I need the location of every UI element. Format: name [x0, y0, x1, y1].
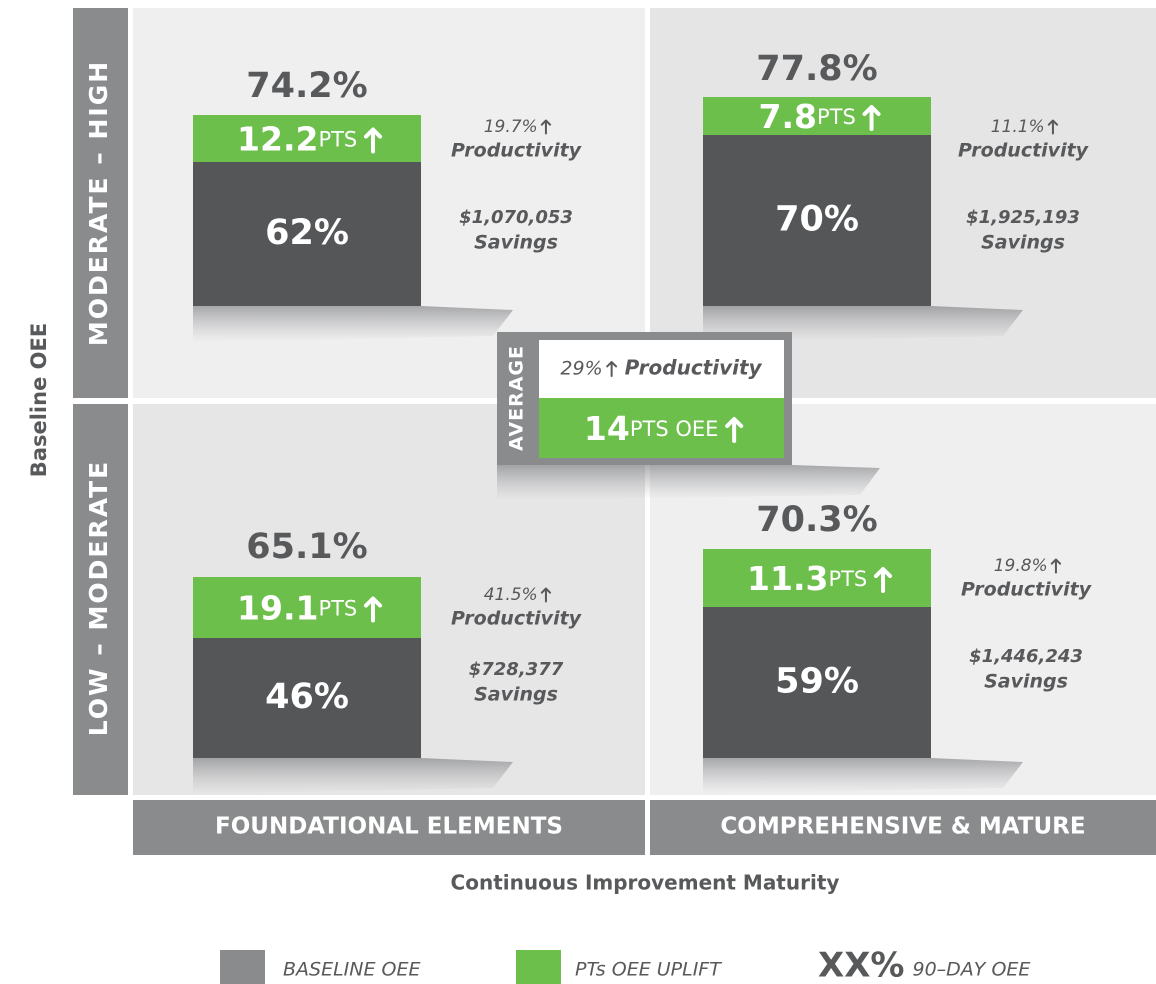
column-label: FOUNDATIONAL ELEMENTS: [215, 814, 563, 840]
productivity-value: 19.7%: [484, 117, 538, 137]
legend-swatch: [516, 950, 561, 984]
text-line: 11.3PTS: [747, 559, 867, 598]
uplift-value: 7.8: [759, 97, 817, 136]
text-line: 7.8PTS: [759, 97, 856, 136]
uplift-unit: PTS: [828, 567, 867, 591]
uplift-unit: PTS: [318, 128, 357, 152]
up-arrow: [1047, 119, 1059, 135]
savings-label: Savings: [474, 232, 558, 254]
average-uplift-value: 14: [584, 409, 630, 448]
legend-swatch: [220, 950, 265, 984]
baseline-oee: 62%: [265, 213, 349, 253]
column-label-bar: [650, 800, 1156, 855]
uplift-unit: PTS: [318, 597, 357, 621]
productivity-value: 19.8%: [994, 556, 1048, 576]
uplift-box: [703, 549, 931, 607]
productivity-label: Productivity: [451, 608, 583, 630]
text-line: 19.1PTS: [237, 588, 357, 627]
uplift-value: 11.3: [747, 559, 828, 598]
row-label: LOW – MODERATE: [84, 460, 113, 737]
baseline-oee: 70%: [775, 200, 859, 240]
row-label-bar: [73, 404, 128, 795]
baseline-oee: 46%: [265, 677, 349, 717]
legend-sample: XX%: [818, 946, 905, 984]
x-axis-label: Continuous Improvement Maturity: [451, 871, 840, 895]
savings-value: $1,446,243: [969, 646, 1083, 667]
up-arrow: [873, 567, 893, 593]
legend-label: BASELINE OEE: [283, 959, 421, 981]
row-label-bar: [73, 8, 128, 398]
legend-label: PTs OEE UPLIFT: [575, 959, 722, 981]
productivity-label: Productivity: [958, 140, 1090, 162]
productivity-label: Productivity: [961, 579, 1093, 601]
text-line: 19.7%: [484, 117, 538, 137]
box-shadow: [497, 465, 880, 500]
average-uplift-box: [539, 398, 784, 458]
uplift-unit: PTS: [817, 105, 856, 129]
y-axis-label: Baseline OEE: [27, 323, 51, 477]
text-line: 19.8%: [994, 556, 1048, 576]
text-line: 41.5%: [484, 585, 538, 605]
text-line: 12.2PTS: [237, 119, 357, 158]
up-arrow: [540, 119, 552, 135]
up-arrow: [862, 105, 881, 131]
up-arrow: [363, 127, 383, 154]
total-oee: 77.8%: [756, 49, 877, 89]
up-arrow: [1050, 558, 1062, 574]
average-label: AVERAGE: [506, 345, 528, 451]
average-productivity-label: Productivity: [625, 356, 763, 380]
average-uplift-unit: PTS OEE: [630, 417, 719, 441]
savings-label: Savings: [981, 232, 1065, 254]
productivity-value: 11.1%: [991, 117, 1045, 137]
baseline-box: [193, 638, 421, 758]
text-line: 14PTS OEE: [584, 409, 719, 448]
baseline-box: [193, 162, 421, 306]
box-shadow: [703, 758, 1023, 794]
savings-label: Savings: [984, 671, 1068, 693]
uplift-value: 19.1: [237, 588, 318, 627]
baseline-box: [703, 607, 931, 758]
box-shadow: [193, 306, 513, 342]
total-oee: 65.1%: [246, 527, 367, 567]
uplift-value: 12.2: [237, 119, 318, 158]
up-arrow: [540, 587, 552, 603]
average-productivity: 29%: [560, 358, 602, 380]
text-line: 11.1%: [991, 117, 1045, 137]
legend-label: 90–DAY OEE: [913, 959, 1031, 981]
savings-label: Savings: [474, 684, 558, 706]
row-label: MODERATE – HIGH: [84, 60, 113, 346]
productivity-value: 41.5%: [484, 585, 538, 605]
column-label-bar: [133, 800, 645, 855]
savings-value: $1,070,053: [459, 207, 573, 228]
uplift-box: [703, 97, 931, 135]
total-oee: 74.2%: [246, 66, 367, 106]
uplift-box: [193, 577, 421, 638]
average-productivity-box: [539, 340, 784, 398]
savings-value: $1,925,193: [966, 207, 1080, 228]
column-label: COMPREHENSIVE & MATURE: [720, 814, 1085, 840]
baseline-oee: 59%: [775, 662, 859, 702]
total-oee: 70.3%: [756, 500, 877, 540]
up-arrow: [606, 361, 618, 377]
baseline-box: [703, 135, 931, 306]
uplift-box: [193, 115, 421, 162]
productivity-label: Productivity: [451, 140, 583, 162]
savings-value: $728,377: [469, 659, 564, 680]
up-arrow: [725, 417, 744, 443]
up-arrow: [363, 596, 383, 623]
box-shadow: [193, 758, 513, 794]
